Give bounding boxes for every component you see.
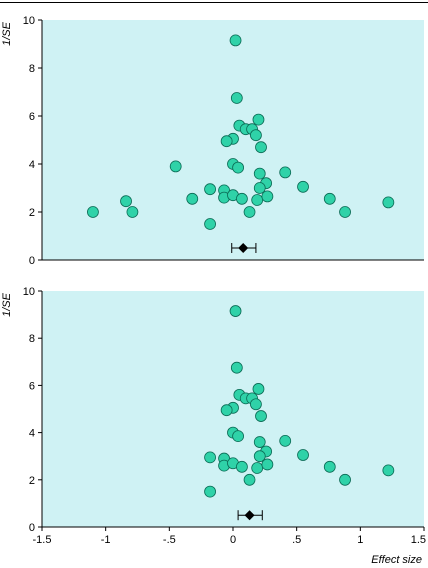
data-point (382, 464, 395, 477)
x-tick-label: -1.5 (33, 534, 52, 546)
data-point (253, 167, 266, 180)
data-point (232, 161, 244, 174)
data-point (255, 410, 267, 422)
funnel-plot-bottom: 0 2 4 6 8 10 -1.5 -1 -.5 0 .5 1 1.5 1/SE Effect size (1, 286, 426, 566)
data-point (261, 190, 274, 203)
data-point (253, 436, 266, 448)
data-point (230, 361, 243, 374)
y-tick-label: 4 (29, 428, 35, 440)
data-point (204, 183, 216, 196)
x-tick-label: 1.5 (411, 534, 426, 546)
data-point (323, 192, 336, 205)
y-tick-label: 4 (29, 159, 35, 171)
data-point (253, 182, 266, 194)
data-point (339, 206, 351, 218)
data-point (243, 473, 256, 486)
x-axis-title: Effect size (371, 554, 422, 566)
data-point (382, 196, 395, 209)
data-point (232, 430, 244, 443)
data-point (220, 404, 233, 417)
data-point (204, 451, 216, 464)
data-point (236, 192, 248, 205)
y-tick-label: 8 (29, 333, 35, 345)
data-point (252, 113, 265, 126)
y-tick-label: 2 (29, 475, 35, 487)
data-point (220, 135, 233, 148)
data-point (253, 450, 266, 463)
data-point (297, 180, 309, 193)
x-tick-label: .5 (292, 534, 301, 546)
y-tick-label: 6 (29, 380, 35, 392)
y-tick-label: 0 (29, 522, 35, 534)
data-point (297, 449, 309, 461)
y-tick-label: 8 (29, 63, 35, 75)
y-tick-label: 0 (29, 255, 35, 267)
data-point (252, 383, 265, 395)
data-point (250, 129, 262, 142)
data-point (236, 460, 248, 473)
x-tick-label: 0 (230, 534, 236, 546)
top-rule (0, 2, 428, 3)
x-tick-label: -.5 (163, 534, 176, 546)
data-point (323, 460, 336, 473)
data-point (250, 398, 262, 411)
data-point (120, 195, 132, 208)
data-point (229, 34, 242, 47)
funnel-plot-top: 0 2 4 6 8 10 1/SE (1, 15, 424, 267)
data-point (229, 305, 242, 317)
data-point (204, 218, 216, 230)
data-point (251, 194, 264, 206)
data-point (204, 485, 216, 498)
data-point (243, 206, 256, 218)
data-point (251, 462, 264, 474)
data-point (87, 206, 99, 218)
data-point (255, 141, 267, 154)
y-tick-label: 2 (29, 207, 35, 219)
y-axis-title: 1/SE (1, 21, 13, 46)
y-tick-label: 10 (23, 286, 35, 298)
data-point (169, 160, 182, 173)
data-point (230, 92, 243, 104)
summary-diamond (244, 510, 255, 521)
y-tick-label: 10 (23, 15, 35, 27)
data-point (339, 473, 351, 486)
data-point (279, 166, 292, 179)
summary-diamond (238, 243, 249, 253)
x-tick-label: 1 (357, 534, 363, 546)
y-tick-label: 6 (29, 111, 35, 123)
data-point (126, 206, 139, 218)
data-point (186, 192, 199, 205)
data-point (261, 458, 274, 471)
y-axis-title: 1/SE (1, 292, 13, 317)
x-tick-label: -1 (101, 534, 111, 546)
data-point (279, 434, 292, 447)
